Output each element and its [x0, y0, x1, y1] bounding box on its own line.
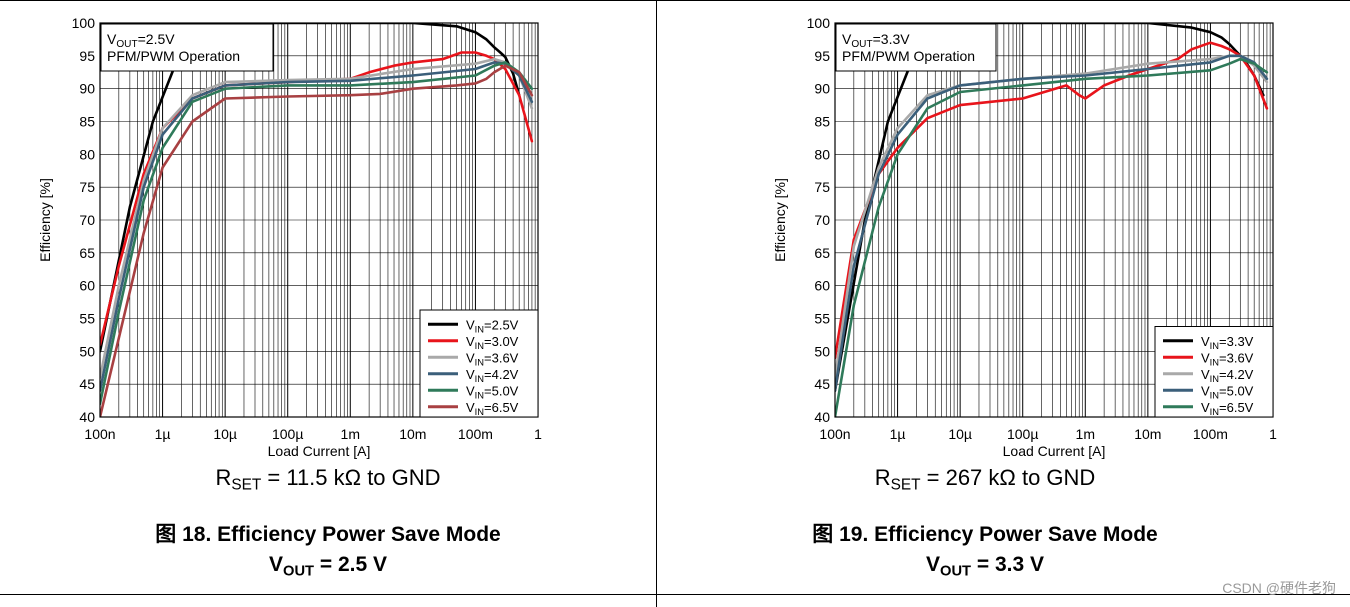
y-tick-label: 60 [79, 278, 95, 294]
y-tick-label: 70 [814, 212, 830, 228]
bottom-rule [0, 594, 1350, 595]
x-tick-label: 1m [1076, 426, 1095, 442]
plot-border [99, 22, 539, 418]
y-tick-label: 55 [79, 311, 95, 327]
y-tick-label: 60 [814, 278, 830, 294]
annotation-vout: VOUT=3.3V [842, 31, 910, 50]
legend-entry: VIN=2.5V [466, 317, 519, 334]
x-tick-label: 1µ [155, 426, 171, 442]
y-tick-label: 65 [814, 245, 830, 261]
annotation-vout: VOUT=2.5V [107, 31, 175, 50]
x-tick-label: 100µ [1007, 426, 1038, 442]
x-tick-label: 10µ [948, 426, 972, 442]
y-tick-label: 100 [807, 15, 831, 31]
y-tick-label: 70 [79, 212, 95, 228]
y-tick-label: 55 [814, 311, 830, 327]
annotation-mode: PFM/PWM Operation [842, 48, 975, 64]
y-tick-label: 90 [79, 81, 95, 97]
caption-vout-19: VOUT = 3.3 V [926, 553, 1044, 580]
y-tick-label: 50 [79, 343, 95, 359]
series-line-vin6.5v [100, 64, 534, 417]
legend-entry: VIN=6.5V [1201, 400, 1254, 417]
annotation-box [835, 23, 997, 72]
series-line-vin5.0v [100, 61, 534, 406]
legend-entry: VIN=3.3V [1201, 334, 1254, 351]
y-tick-label: 95 [79, 48, 95, 64]
legend-entry: VIN=3.6V [466, 350, 519, 367]
figure-18-panel: 40 45 50 55 60 65 70 75 80 85 90 95 100 100n 1µ 10µ 100µ… [0, 0, 656, 594]
figure-caption-18: 图 18. Efficiency Power Save Mode VOUT = … [0, 520, 656, 586]
y-tick-label: 85 [814, 114, 830, 130]
legend-entry: VIN=3.0V [466, 334, 519, 351]
y-tick-label: 80 [814, 146, 830, 162]
y-tick-label: 40 [814, 409, 830, 425]
caption-vout-18: VOUT = 2.5 V [269, 553, 387, 580]
legend-entry: VIN=4.2V [1201, 367, 1254, 384]
x-tick-label: 100n [84, 426, 115, 442]
top-rule [0, 0, 1350, 1]
x-tick-label: 1 [1269, 426, 1277, 442]
x-tick-label: 1 [534, 426, 542, 442]
series-line-vin2.5v [100, 23, 521, 353]
legend-entry: VIN=6.5V [466, 400, 519, 417]
annotation-box [100, 23, 274, 72]
legend-entry: VIN=4.2V [466, 367, 519, 384]
y-axis-title: Efficiency [%] [37, 178, 53, 262]
legend-entry: VIN=5.0V [466, 383, 519, 400]
figure-caption-19: 图 19. Efficiency Power Save Mode VOUT = … [657, 520, 1313, 586]
legend-entry: VIN=5.0V [1201, 383, 1254, 400]
x-tick-label: 10µ [213, 426, 237, 442]
y-tick-label: 95 [814, 48, 830, 64]
x-tick-label: 10m [1134, 426, 1161, 442]
y-tick-label: 75 [814, 179, 830, 195]
panel-divider [656, 0, 657, 607]
plot-border [834, 22, 1274, 418]
series-line-vin6.5v [835, 57, 1269, 417]
series-line-vin5.0v [835, 54, 1269, 393]
watermark: CSDN @硬件老狗 [1222, 580, 1336, 596]
y-tick-label: 45 [814, 376, 830, 392]
legend-entry: VIN=3.6V [1201, 350, 1254, 367]
caption-title-19: 图 19. Efficiency Power Save Mode [812, 523, 1158, 546]
y-tick-label: 75 [79, 179, 95, 195]
x-tick-label: 100µ [272, 426, 303, 442]
x-axis-title: Load Current [A] [268, 443, 371, 459]
x-tick-label: 100m [458, 426, 493, 442]
efficiency-chart-18: 40 45 50 55 60 65 70 75 80 85 90 95 100 100n 1µ 10µ 100µ… [37, 15, 542, 459]
y-tick-label: 40 [79, 409, 95, 425]
caption-title-18: 图 18. Efficiency Power Save Mode [155, 523, 501, 546]
x-tick-label: 100n [819, 426, 850, 442]
y-tick-label: 100 [72, 15, 96, 31]
x-axis-title: Load Current [A] [1003, 443, 1106, 459]
y-tick-label: 90 [814, 81, 830, 97]
y-tick-label: 85 [79, 114, 95, 130]
y-tick-label: 45 [79, 376, 95, 392]
rset-label-19: RSET = 267 kΩ to GND [874, 465, 1096, 494]
y-tick-label: 80 [79, 146, 95, 162]
y-tick-label: 50 [814, 343, 830, 359]
y-axis-title: Efficiency [%] [772, 178, 788, 262]
efficiency-chart-19: 40 45 50 55 60 65 70 75 80 85 90 95 100 100n 1µ 10µ 100µ… [772, 15, 1277, 459]
x-tick-label: 1µ [890, 426, 906, 442]
figure-19-panel: 40 45 50 55 60 65 70 75 80 85 90 95 100 100n 1µ 10µ 100µ… [657, 0, 1313, 594]
y-tick-label: 65 [79, 245, 95, 261]
rset-label-18: RSET = 11.5 kΩ to GND [215, 465, 441, 494]
x-tick-label: 100m [1193, 426, 1228, 442]
x-tick-label: 10m [399, 426, 426, 442]
annotation-mode: PFM/PWM Operation [107, 48, 240, 64]
x-tick-label: 1m [341, 426, 360, 442]
legend-box [419, 309, 539, 418]
